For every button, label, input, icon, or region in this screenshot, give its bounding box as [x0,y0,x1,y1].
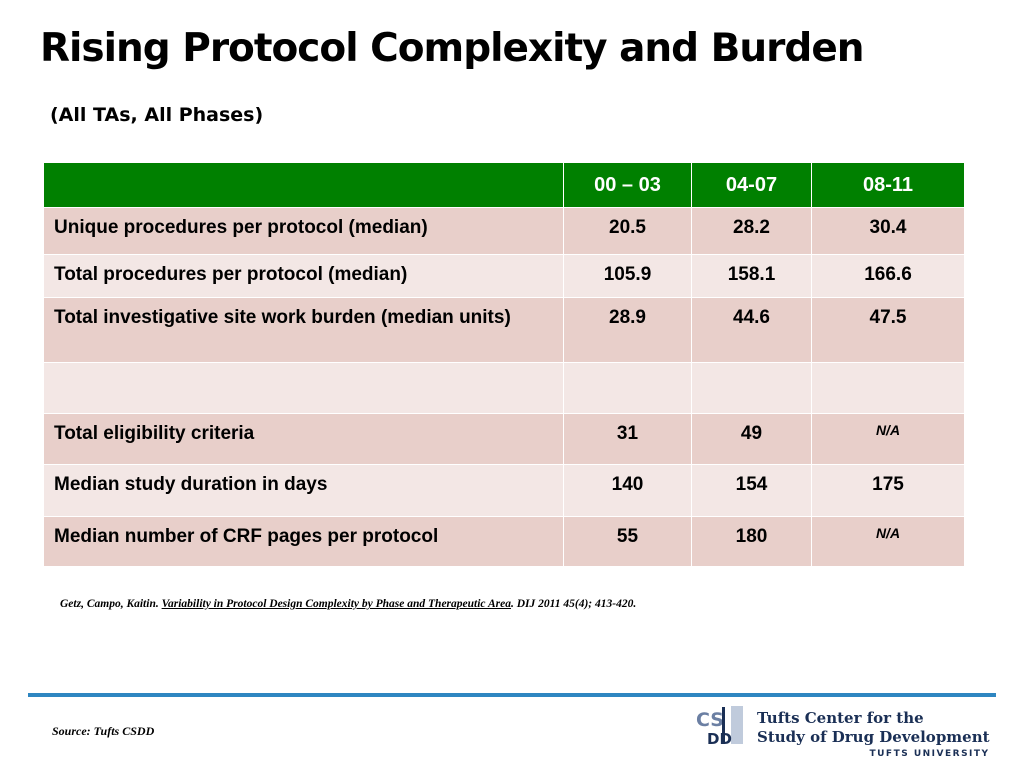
table-row: Total procedures per protocol (median) 1… [43,254,965,298]
row-label: Unique procedures per protocol (median) [43,207,564,255]
cell-value: 140 [563,464,692,517]
cell-value: 175 [811,464,965,517]
row-label: Total investigative site work burden (me… [43,297,564,363]
cell-value: 28.2 [691,207,812,255]
citation-article-link[interactable]: Variability in Protocol Design Complexit… [161,598,511,610]
cell-value: 49 [691,413,812,465]
cell-value: 55 [563,516,692,567]
cell-value: 105.9 [563,254,692,298]
cell-value: 28.9 [563,297,692,363]
cell-value: 30.4 [811,207,965,255]
cell-value [811,362,965,414]
cell-value-na: N/A [811,516,965,567]
cell-value: 180 [691,516,812,567]
cell-value: 20.5 [563,207,692,255]
slide-title: Rising Protocol Complexity and Burden [40,26,865,71]
table-row: Total investigative site work burden (me… [43,297,965,363]
table-row: Unique procedures per protocol (median) … [43,207,965,255]
cell-value [691,362,812,414]
citation: Getz, Campo, Kaitin. Variability in Prot… [60,598,636,610]
logo-university: TUFTS UNIVERSITY [869,749,990,759]
citation-authors: Getz, Campo, Kaitin. [60,598,159,610]
cell-value: 47.5 [811,297,965,363]
cell-value: 44.6 [691,297,812,363]
row-label: Median study duration in days [43,464,564,517]
table-header-row: 00 – 03 04-07 08-11 [43,162,965,208]
footer-divider [28,693,996,697]
cell-value: 154 [691,464,812,517]
table-row: Total eligibility criteria 31 49 N/A [43,413,965,465]
row-label: Median number of CRF pages per protocol [43,516,564,567]
cell-value-na: N/A [811,413,965,465]
header-period-00-03: 00 – 03 [563,162,692,208]
logo-line-2: Study of Drug Development [757,728,990,746]
logo-line-1: Tufts Center for the [757,709,924,727]
row-label: Total procedures per protocol (median) [43,254,564,298]
svg-text:CS: CS [696,709,724,731]
tufts-csdd-logo: Tufts Center for the Study of Drug Devel… [757,709,990,759]
table-row: Median number of CRF pages per protocol … [43,516,965,567]
slide-subtitle: (All TAs, All Phases) [50,104,264,126]
row-label [43,362,564,414]
row-label: Total eligibility criteria [43,413,564,465]
header-label [43,162,564,208]
source-note: Source: Tufts CSDD [52,724,155,738]
svg-text:DD: DD [707,730,732,746]
header-period-08-11: 08-11 [811,162,965,208]
cell-value: 166.6 [811,254,965,298]
table-row-empty [43,362,965,414]
header-period-04-07: 04-07 [691,162,812,208]
csdd-logo-icon: CS DD [696,706,743,746]
citation-journal: . DIJ 2011 45(4); 413-420. [510,598,637,610]
cell-value: 158.1 [691,254,812,298]
table-row: Median study duration in days 140 154 17… [43,464,965,517]
complexity-table: 00 – 03 04-07 08-11 Unique procedures pe… [43,162,965,567]
cell-value: 31 [563,413,692,465]
cell-value [563,362,692,414]
